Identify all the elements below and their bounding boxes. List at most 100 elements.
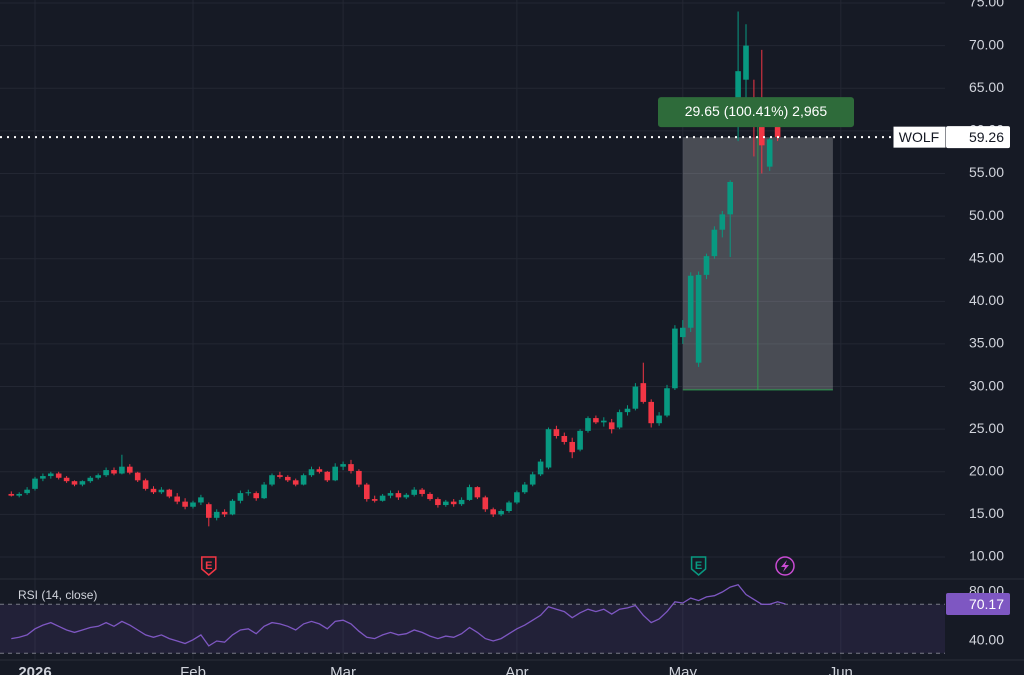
candle-body	[766, 139, 773, 167]
candle-body	[529, 474, 536, 485]
y-tick-label: 45.00	[969, 249, 1004, 265]
candle-body	[482, 497, 489, 510]
rsi-tick-label: 40.00	[969, 632, 1004, 648]
candle-body	[316, 469, 323, 472]
event-icon[interactable]: E	[690, 556, 707, 576]
x-tick-label: Jun	[829, 664, 853, 675]
candle-body	[680, 327, 686, 338]
candle-body	[506, 502, 512, 512]
candle-body	[174, 496, 180, 502]
candle-body	[340, 464, 346, 467]
candle-body	[403, 494, 410, 498]
y-tick-label: 10.00	[969, 548, 1004, 564]
candle-body	[245, 492, 252, 494]
candle-body	[166, 489, 173, 497]
y-tick-label: 65.00	[969, 79, 1004, 95]
candle-body	[87, 477, 94, 482]
candle-body	[743, 45, 749, 80]
candle-body	[522, 484, 528, 493]
x-tick-label: May	[669, 664, 698, 675]
candle-body	[364, 484, 370, 500]
candle-body	[387, 493, 394, 496]
y-tick-label: 35.00	[969, 335, 1004, 351]
x-tick-label: Feb	[180, 664, 206, 675]
y-tick-label: 30.00	[969, 377, 1004, 393]
candle-body	[656, 415, 662, 424]
candle-body	[640, 383, 647, 402]
candle-body	[616, 412, 623, 428]
candle-body	[561, 435, 568, 442]
candle-body	[450, 501, 457, 505]
candle-body	[79, 481, 86, 485]
candle-body	[324, 471, 331, 481]
candle-body	[458, 499, 465, 505]
candle-body	[32, 478, 38, 489]
candle-body	[601, 420, 607, 423]
candle-body	[585, 418, 591, 431]
candle-body	[624, 408, 631, 413]
candle-body	[687, 275, 694, 328]
candle-body	[40, 476, 46, 479]
candle-body	[261, 484, 267, 499]
candle-body	[490, 509, 496, 515]
candle-body	[711, 229, 718, 257]
rsi-line	[11, 583, 786, 647]
candle-body	[727, 181, 733, 215]
candle-body	[356, 470, 362, 485]
candle-body	[332, 466, 338, 481]
candle-body	[229, 500, 236, 515]
candle-body	[514, 492, 520, 503]
candle-body	[435, 499, 441, 506]
candle-body	[379, 495, 386, 501]
candle-body	[577, 430, 583, 450]
candle-body	[63, 477, 70, 482]
candle-body	[111, 470, 117, 474]
event-icon[interactable]	[775, 556, 795, 576]
candle-body	[498, 511, 504, 515]
candle-body	[719, 214, 726, 230]
candle-body	[142, 480, 149, 489]
candle-body	[569, 441, 575, 453]
event-shape	[201, 556, 217, 576]
candle-body	[48, 473, 54, 477]
candle-body	[735, 71, 741, 114]
event-bolt	[781, 560, 789, 572]
candle-body	[190, 502, 196, 507]
candle-body	[703, 256, 710, 275]
candle-body	[103, 470, 109, 476]
candle-body	[206, 504, 212, 518]
y-tick-label: 70.00	[969, 36, 1004, 52]
event-label: E	[205, 560, 212, 572]
candle-body	[221, 511, 228, 515]
rsi-title: RSI (14, close)	[18, 588, 97, 602]
candle-body	[158, 489, 165, 493]
candle-body	[593, 418, 599, 423]
candle-body	[395, 493, 402, 498]
candle-body	[198, 497, 204, 503]
candle-body	[55, 473, 62, 478]
event-circle	[775, 556, 795, 576]
x-tick-label: Apr	[505, 664, 528, 675]
candle-body	[119, 466, 125, 474]
candle-body	[648, 401, 654, 424]
candle-body	[419, 489, 425, 494]
candle-body	[71, 481, 78, 485]
candle-body	[608, 422, 615, 430]
candle-body	[269, 475, 275, 485]
event-icon[interactable]: E	[201, 556, 217, 576]
measure-label: 29.65 (100.41%) 2,965	[685, 103, 828, 119]
candle-body	[371, 499, 378, 501]
candle-body	[695, 274, 702, 363]
measure-label-bg	[658, 97, 854, 128]
y-tick-label: 55.00	[969, 164, 1004, 180]
candle-body	[537, 461, 544, 475]
candle-body	[664, 388, 670, 416]
candle-body	[134, 472, 141, 481]
candle-body	[182, 501, 188, 507]
candle-body	[466, 487, 473, 500]
candle-body	[348, 464, 354, 471]
candle-body	[292, 480, 299, 485]
